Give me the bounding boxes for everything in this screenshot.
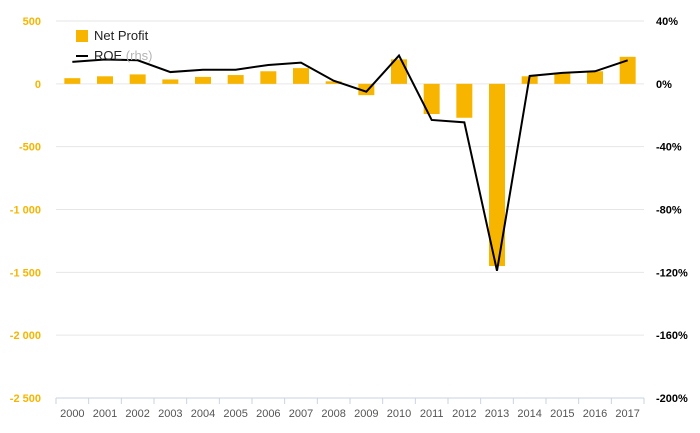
right-tick-label: 0% — [656, 79, 672, 91]
left-tick-label: -2 000 — [10, 330, 41, 342]
bar-net-profit — [129, 74, 146, 84]
x-tick-label: 2011 — [420, 408, 444, 420]
left-tick-label: -1 500 — [10, 267, 41, 279]
bar-net-profit — [162, 79, 179, 84]
bar-net-profit — [227, 75, 244, 84]
bar-net-profit — [195, 76, 211, 84]
x-tick-label: 2012 — [452, 408, 476, 420]
right-tick-label: -200% — [656, 393, 688, 405]
right-tick-label: 40% — [656, 16, 678, 28]
legend-label-net-profit: Net Profit — [94, 28, 149, 43]
bar-net-profit — [97, 76, 113, 84]
legend: Net Profit ROE (rhs) — [76, 28, 153, 63]
bar-net-profit — [456, 83, 473, 118]
right-tick-label: -40% — [656, 142, 682, 154]
x-axis-ticks: 2000 2001 2002 2003 2004 2005 2006 2007 2008 2009… — [60, 408, 640, 420]
left-tick-label: 0 — [35, 79, 41, 91]
x-tick-label: 2007 — [289, 408, 313, 420]
bar-net-profit — [423, 83, 440, 114]
left-tick-label: -1 000 — [10, 205, 41, 217]
bar-net-profit — [554, 72, 571, 84]
x-tick-label: 2001 — [93, 408, 117, 420]
bar-net-profit — [587, 71, 603, 84]
left-tick-label: 500 — [23, 16, 41, 28]
legend-swatch-net-profit — [76, 30, 88, 42]
x-tick-label: 2008 — [321, 408, 345, 420]
x-tick-label: 2010 — [387, 408, 411, 420]
x-tick-label: 2014 — [517, 408, 541, 420]
legend-label-roe-name: ROE — [94, 48, 123, 63]
x-tick-label: 2009 — [354, 408, 378, 420]
x-tick-label: 2016 — [583, 408, 607, 420]
bar-net-profit — [358, 83, 375, 96]
bar-net-profit — [260, 71, 277, 84]
axes — [55, 397, 645, 404]
x-tick-label: 2003 — [158, 408, 182, 420]
bar-net-profit — [64, 78, 81, 84]
right-tick-label: -120% — [656, 267, 688, 279]
right-tick-label: -80% — [656, 205, 682, 217]
left-tick-label: -2 500 — [10, 393, 41, 405]
left-tick-label: -500 — [19, 142, 41, 154]
x-tick-label: 2015 — [550, 408, 574, 420]
left-axis-ticks: 500 0 -500 -1 000 -1 500 -2 000 -2 500 — [10, 16, 41, 405]
x-tick-label: 2002 — [125, 408, 149, 420]
x-tick-label: 2013 — [485, 408, 509, 420]
right-axis-ticks: 40% 0% -40% -80% -120% -160% -200% — [656, 16, 688, 405]
legend-label-roe: ROE (rhs) — [94, 48, 153, 63]
x-tick-label: 2000 — [60, 408, 84, 420]
legend-label-roe-suffix: (rhs) — [126, 48, 153, 63]
right-tick-label: -160% — [656, 330, 688, 342]
bar-net-profit — [619, 56, 636, 84]
bar-net-profit — [489, 83, 505, 267]
roe-line — [72, 53, 628, 271]
bar-net-profit — [325, 81, 342, 84]
x-tick-label: 2006 — [256, 408, 280, 420]
net-profit-bars — [64, 56, 636, 267]
line-roe — [72, 53, 628, 271]
x-tick-label: 2017 — [615, 408, 639, 420]
x-tick-label: 2004 — [191, 408, 215, 420]
bar-net-profit — [293, 68, 309, 84]
x-tick-label: 2005 — [223, 408, 247, 420]
